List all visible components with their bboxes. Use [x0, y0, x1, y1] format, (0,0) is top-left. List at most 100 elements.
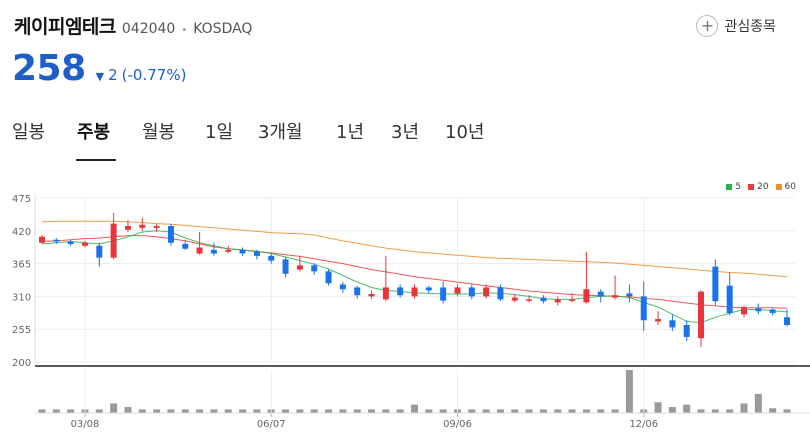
candle-body — [569, 299, 576, 301]
volume-bar — [439, 409, 447, 413]
volume-bar — [554, 409, 562, 413]
volume-bar — [683, 404, 691, 413]
volume-bar — [625, 370, 633, 413]
candle-body — [268, 255, 275, 261]
candle-body — [741, 307, 748, 315]
tab-10years[interactable]: 10년 — [445, 122, 485, 143]
legend-ma5-label: 5 — [735, 182, 742, 192]
candle-body — [153, 226, 160, 228]
candle-body — [468, 287, 475, 297]
volume-bar — [167, 409, 175, 413]
volume-bar — [582, 409, 590, 413]
candle-body — [784, 317, 790, 326]
candle-body — [597, 291, 604, 297]
tab-monthly[interactable]: 월봉 — [142, 122, 176, 143]
volume-bar — [597, 409, 605, 413]
y-tick-label: 365 — [12, 260, 31, 271]
candle-body — [397, 287, 404, 296]
change-percent: (-0.77%) — [121, 66, 187, 84]
y-tick-label: 255 — [12, 325, 31, 336]
legend-swatch-ma5 — [726, 184, 733, 190]
tab-daily[interactable]: 일봉 — [12, 122, 46, 143]
candle-body — [583, 289, 590, 303]
legend-swatch-ma60 — [775, 184, 782, 190]
volume-bar — [425, 409, 433, 413]
active-tab-indicator — [76, 159, 116, 161]
volume-bar — [153, 409, 161, 413]
candle-body — [540, 297, 547, 302]
x-tick-label: 06/07 — [257, 419, 286, 430]
x-tick-label: 09/06 — [443, 419, 472, 430]
candle-body — [196, 247, 203, 254]
candle-body — [626, 293, 633, 297]
volume-bar — [124, 407, 132, 413]
candle-body — [239, 249, 246, 254]
watchlist-label: 관심종목 — [724, 19, 776, 35]
candle-body — [139, 224, 146, 228]
candle-body — [354, 287, 361, 296]
x-tick-label: 12/06 — [629, 419, 658, 430]
ma60-line — [41, 220, 788, 278]
volume-bar — [783, 409, 791, 413]
tab-3years[interactable]: 3년 — [391, 122, 420, 143]
volume-bar — [253, 409, 261, 413]
volume-bar — [368, 409, 376, 413]
legend-ma20: 20 — [748, 182, 769, 192]
tab-weekly[interactable]: 주봉 — [77, 122, 111, 143]
volume-bar — [726, 409, 734, 413]
candle-body — [167, 226, 174, 243]
volume-bar — [697, 409, 705, 413]
volume-bar — [511, 409, 519, 413]
candle-body — [253, 251, 260, 256]
volume-bar — [95, 409, 103, 413]
volume-bar — [138, 409, 146, 413]
candle-body — [110, 223, 117, 258]
y-tick-label: 310 — [12, 292, 31, 303]
tab-1day[interactable]: 1일 — [205, 122, 234, 143]
candle-body — [726, 285, 733, 314]
candle-body — [483, 287, 490, 297]
legend-swatch-ma20 — [748, 184, 755, 190]
legend-ma20-label: 20 — [757, 182, 769, 192]
candle-body — [39, 236, 45, 243]
candle-body — [382, 287, 389, 300]
volume-bar — [396, 409, 404, 413]
down-triangle-icon: ▼ — [95, 70, 105, 83]
chart-legend: 5 20 60 — [726, 182, 796, 192]
volume-bar — [210, 409, 218, 413]
volume-bar — [611, 409, 619, 413]
volume-bar — [754, 393, 762, 413]
candle-body — [182, 243, 189, 249]
candle-body — [339, 284, 346, 290]
candle-body — [225, 249, 232, 252]
tab-3months[interactable]: 3개월 — [258, 122, 303, 143]
candle-body — [612, 295, 619, 298]
separator-dot: • — [181, 25, 188, 36]
add-watchlist-button[interactable]: + 관심종목 — [696, 15, 776, 37]
y-tick-label: 420 — [12, 227, 31, 238]
volume-bar — [769, 408, 777, 413]
candle-body — [124, 226, 131, 230]
candlestick-chart[interactable]: 475 420 365 310 255 200 03/08 06/07 09/06 12/06 — [0, 176, 810, 437]
change-amount: 2 — [108, 66, 118, 84]
candle-body — [67, 241, 74, 244]
legend-ma60-label: 60 — [784, 182, 796, 192]
candle-body — [655, 319, 662, 322]
tab-1year[interactable]: 1년 — [336, 122, 365, 143]
volume-bar — [482, 409, 490, 413]
volume-bar — [496, 409, 504, 413]
candle-body — [96, 245, 103, 258]
candle-body — [511, 297, 518, 301]
price-row: 258 ▼ 2 (-0.77%) — [12, 48, 186, 89]
candle-body — [325, 271, 332, 284]
volume-bar — [654, 402, 662, 413]
y-tick-label: 475 — [12, 194, 31, 205]
candle-body — [554, 299, 561, 303]
volume-bar — [468, 409, 476, 413]
volume-bar — [282, 409, 290, 413]
price-change: ▼ 2 (-0.77%) — [96, 66, 187, 84]
candle-body — [640, 296, 647, 321]
market-name: KOSDAQ — [193, 21, 253, 37]
candle-body — [282, 259, 289, 274]
volume-bar — [740, 403, 748, 413]
